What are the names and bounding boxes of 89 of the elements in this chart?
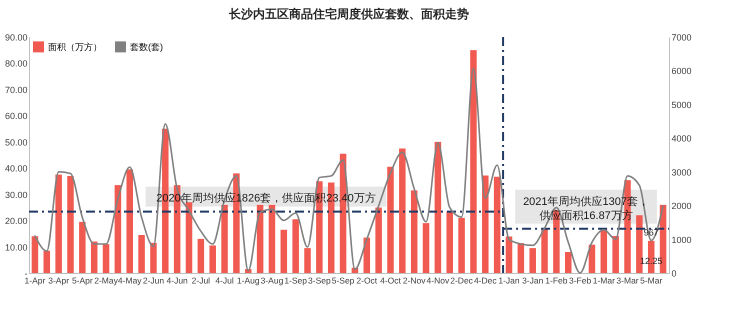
bar xyxy=(55,174,62,273)
bar xyxy=(588,244,596,273)
bar xyxy=(221,204,228,273)
bar xyxy=(422,223,430,273)
x-tick-label: 1-Mar xyxy=(592,276,616,286)
bar xyxy=(150,242,157,273)
bar xyxy=(256,204,264,273)
bar xyxy=(268,204,276,273)
bar xyxy=(102,244,110,273)
legend-label: 套数(套) xyxy=(130,42,163,52)
bar xyxy=(518,243,524,273)
bar xyxy=(482,175,489,273)
bar xyxy=(126,169,133,273)
bar xyxy=(186,202,192,273)
bar xyxy=(434,142,442,273)
bar xyxy=(565,252,572,273)
x-tick-label: 4-May xyxy=(118,276,142,286)
x-tick-label: 4-Jul xyxy=(215,276,234,286)
bar xyxy=(387,166,394,273)
bar xyxy=(138,234,145,273)
bar xyxy=(399,148,406,273)
y2-tick-label: 3000 xyxy=(672,167,692,178)
bar xyxy=(506,236,512,273)
bar xyxy=(280,230,288,273)
bar xyxy=(375,207,382,273)
y2-tick-label: 7000 xyxy=(672,32,692,42)
y2-tick-label: 1000 xyxy=(672,234,692,245)
bar xyxy=(612,236,619,273)
y-tick-label: 80.00 xyxy=(4,58,28,69)
x-tick-label: 2-Oct xyxy=(356,276,378,286)
bar xyxy=(541,228,548,273)
x-tick-label: 3-Aug xyxy=(260,276,284,286)
bar xyxy=(44,250,50,273)
x-tick-label: 3-Feb xyxy=(569,276,592,286)
legend-label: 面积（万方） xyxy=(48,42,102,52)
x-tick-label: 2-Nov xyxy=(402,276,426,286)
x-tick-label: 1-Apr xyxy=(24,276,46,286)
x-tick-label: 2-Jun xyxy=(142,276,164,286)
bar xyxy=(292,219,299,273)
y-tick-label: 60.00 xyxy=(4,111,28,122)
x-tick-label: 3-Apr xyxy=(48,276,70,286)
y2-tick-label: 6000 xyxy=(672,66,692,76)
bar xyxy=(209,245,216,273)
y-tick-label: 50.00 xyxy=(4,137,28,148)
bar xyxy=(494,176,500,273)
x-tick-label: 4-Jun xyxy=(166,276,188,286)
x-tick-label: 3-Jan xyxy=(522,276,544,286)
x-tick-label: 1-Sep xyxy=(284,276,308,286)
y2-tick-label: 0 xyxy=(672,268,677,278)
x-tick-label: 3-Mar xyxy=(616,276,639,286)
x-tick-label: 5-Sep xyxy=(332,276,355,286)
y2-tick-label: 5000 xyxy=(672,100,692,110)
x-tick-label: 2-Jul xyxy=(192,276,210,286)
x-tick-label: 5-Mar xyxy=(640,276,662,286)
x-tick-label: 1-Feb xyxy=(545,276,568,286)
x-tick-label: 3-Sep xyxy=(308,276,331,286)
bar xyxy=(446,211,453,273)
x-tick-label: 4-Dec xyxy=(474,276,498,286)
bar xyxy=(364,238,370,273)
bar xyxy=(67,176,74,273)
x-tick-label: 2-May xyxy=(94,276,119,286)
y-tick-label: 10.00 xyxy=(4,242,28,252)
chart-title: 长沙内五区商品住宅周度供应套数、面积走势 xyxy=(228,7,469,21)
bar xyxy=(114,185,122,273)
x-tick-label: 4-Nov xyxy=(426,276,450,286)
bar xyxy=(600,229,608,273)
y-tick-label: 90.00 xyxy=(4,32,28,42)
x-tick-label: 1-Jan xyxy=(498,276,520,286)
x-tick-label: 5-Apr xyxy=(72,276,93,286)
y-tick-label: 20.00 xyxy=(4,216,28,226)
bar xyxy=(458,218,465,273)
x-tick-label: 1-Aug xyxy=(236,276,260,286)
y2-tick-label: 2000 xyxy=(672,201,692,212)
y-tick-label: 30.00 xyxy=(4,190,28,200)
y-tick-label: - xyxy=(24,268,28,278)
y-tick-label: 40.00 xyxy=(4,164,28,174)
bar xyxy=(198,238,204,273)
y2-tick-label: 4000 xyxy=(672,134,692,144)
line-series xyxy=(34,68,664,274)
bar xyxy=(90,242,98,273)
bar xyxy=(529,248,536,273)
bar xyxy=(32,236,38,273)
x-tick-label: 2-Dec xyxy=(450,276,474,286)
bar xyxy=(79,222,86,273)
bar xyxy=(304,248,311,273)
x-tick-label: 4-Oct xyxy=(380,276,402,286)
y-tick-label: 70.00 xyxy=(4,84,28,95)
bar xyxy=(470,50,477,273)
bar xyxy=(410,190,418,273)
